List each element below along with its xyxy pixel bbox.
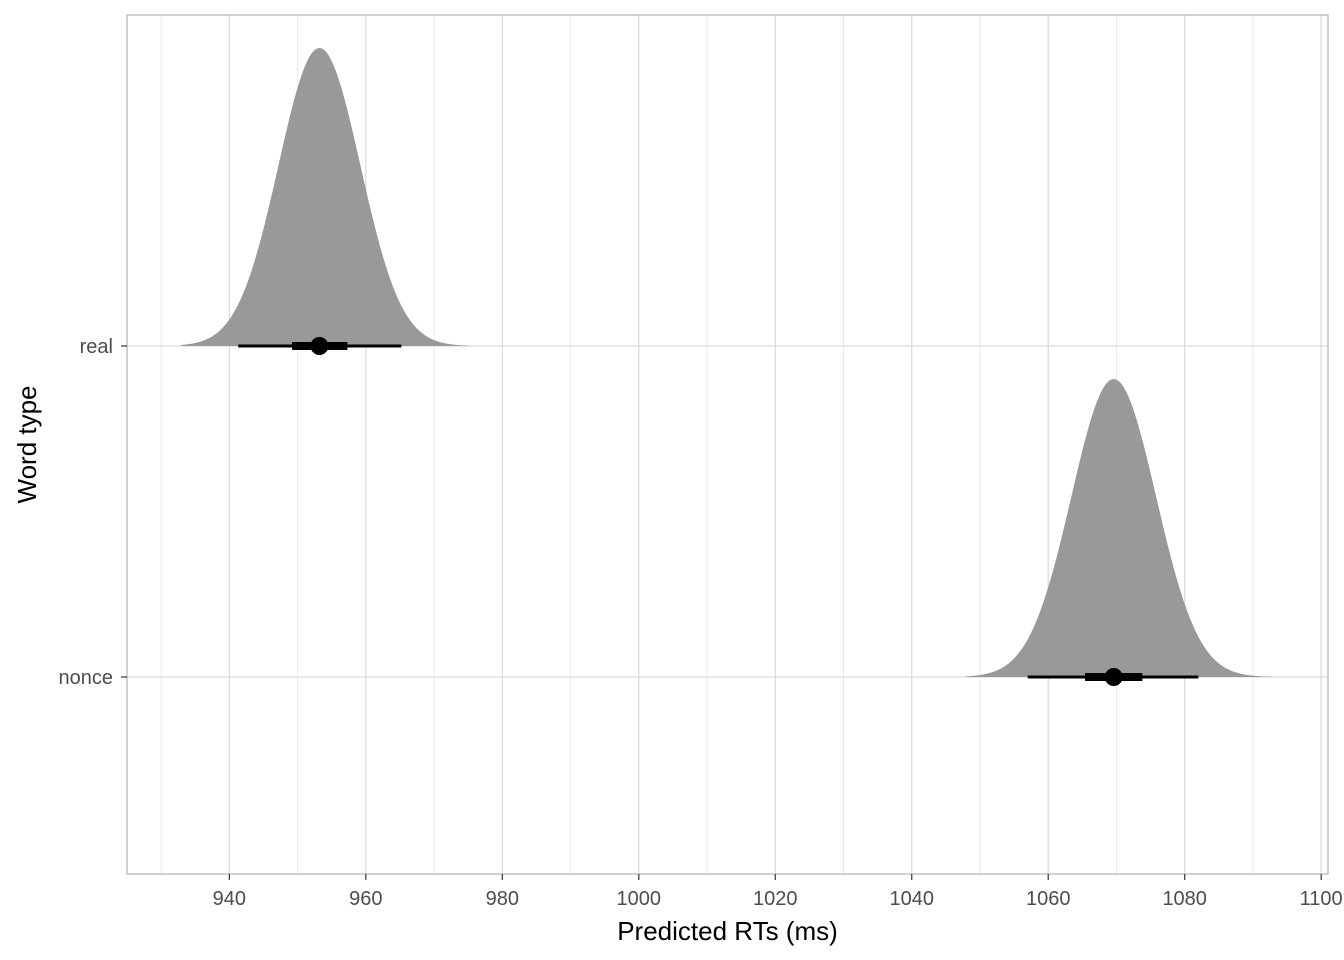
interval-layer bbox=[238, 337, 1199, 686]
x-tick-label: 980 bbox=[486, 888, 519, 910]
y-tick-label: real bbox=[80, 336, 113, 358]
x-tick-label: 940 bbox=[213, 888, 246, 910]
y-tick-label: nonce bbox=[59, 667, 114, 689]
x-tick-label: 1100 bbox=[1300, 888, 1343, 910]
y-axis-title: Word type bbox=[12, 385, 42, 503]
point-real bbox=[310, 337, 329, 355]
density-real bbox=[181, 48, 469, 346]
y-axis: nonce real bbox=[59, 336, 127, 689]
x-axis-title: Predicted RTs (ms) bbox=[617, 916, 838, 946]
x-tick-label: 960 bbox=[349, 888, 382, 910]
point-nonce bbox=[1104, 668, 1123, 686]
x-axis: 940 960 980 1000 1020 1040 1060 1080 1100 bbox=[213, 874, 1343, 910]
density-layer bbox=[181, 48, 1274, 677]
x-tick-label: 1000 bbox=[617, 888, 662, 910]
x-tick-label: 1060 bbox=[1026, 888, 1071, 910]
density-nonce bbox=[966, 379, 1274, 677]
panel-border bbox=[126, 14, 1329, 875]
x-tick-label: 1040 bbox=[889, 888, 934, 910]
x-tick-label: 1020 bbox=[753, 888, 798, 910]
x-tick-label: 1080 bbox=[1162, 888, 1207, 910]
